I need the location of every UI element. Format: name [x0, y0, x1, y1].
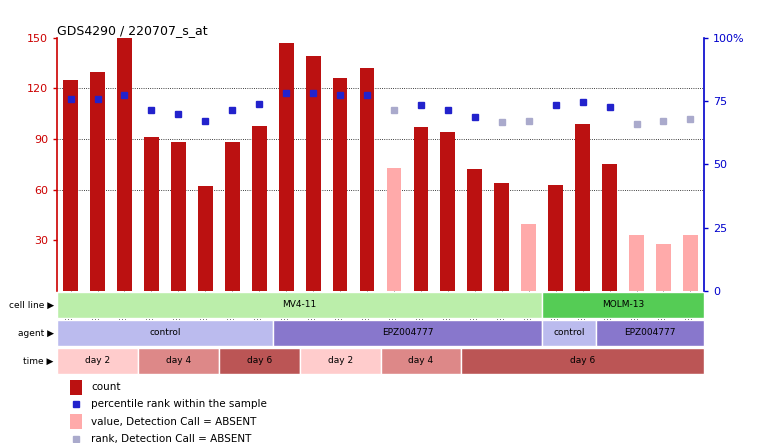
Bar [495, 183, 509, 291]
Bar [300, 348, 380, 374]
Bar [198, 186, 213, 291]
Bar [543, 292, 704, 318]
Text: EPZ004777: EPZ004777 [624, 328, 676, 337]
Bar [333, 78, 348, 291]
Bar [548, 185, 563, 291]
Bar [70, 414, 81, 429]
Bar [57, 320, 272, 346]
Bar [596, 320, 704, 346]
Text: value, Detection Call = ABSENT: value, Detection Call = ABSENT [91, 417, 256, 427]
Bar [380, 348, 461, 374]
Bar [57, 348, 138, 374]
Text: MV4-11: MV4-11 [282, 300, 317, 309]
Bar [138, 348, 219, 374]
Bar [683, 235, 698, 291]
Text: day 4: day 4 [166, 356, 191, 365]
Text: day 6: day 6 [247, 356, 272, 365]
Bar [543, 320, 596, 346]
Bar [90, 71, 105, 291]
Bar [360, 68, 374, 291]
Bar [441, 132, 455, 291]
Text: GDS4290 / 220707_s_at: GDS4290 / 220707_s_at [57, 24, 208, 36]
Bar [306, 56, 320, 291]
Bar [144, 137, 159, 291]
Text: day 4: day 4 [409, 356, 434, 365]
Text: EPZ004777: EPZ004777 [382, 328, 433, 337]
Text: time ▶: time ▶ [24, 357, 54, 365]
Bar [461, 348, 704, 374]
Text: percentile rank within the sample: percentile rank within the sample [91, 400, 267, 409]
Bar [656, 244, 671, 291]
Text: agent ▶: agent ▶ [18, 329, 54, 337]
Text: rank, Detection Call = ABSENT: rank, Detection Call = ABSENT [91, 434, 252, 444]
Text: control: control [149, 328, 180, 337]
Bar [219, 348, 300, 374]
Text: count: count [91, 382, 121, 392]
Bar [224, 143, 240, 291]
Text: cell line ▶: cell line ▶ [8, 301, 54, 309]
Text: day 2: day 2 [85, 356, 110, 365]
Bar [602, 164, 617, 291]
Bar [63, 80, 78, 291]
Bar [57, 292, 543, 318]
Bar [521, 223, 537, 291]
Bar [629, 235, 644, 291]
Bar [171, 143, 186, 291]
Bar [279, 43, 294, 291]
Bar [272, 320, 543, 346]
Bar [70, 380, 81, 395]
Text: control: control [553, 328, 585, 337]
Bar [413, 127, 428, 291]
Bar [387, 168, 401, 291]
Bar [467, 170, 482, 291]
Text: MOLM-13: MOLM-13 [602, 300, 645, 309]
Bar [252, 126, 266, 291]
Bar [117, 38, 132, 291]
Bar [575, 124, 590, 291]
Text: day 2: day 2 [327, 356, 352, 365]
Text: day 6: day 6 [570, 356, 595, 365]
